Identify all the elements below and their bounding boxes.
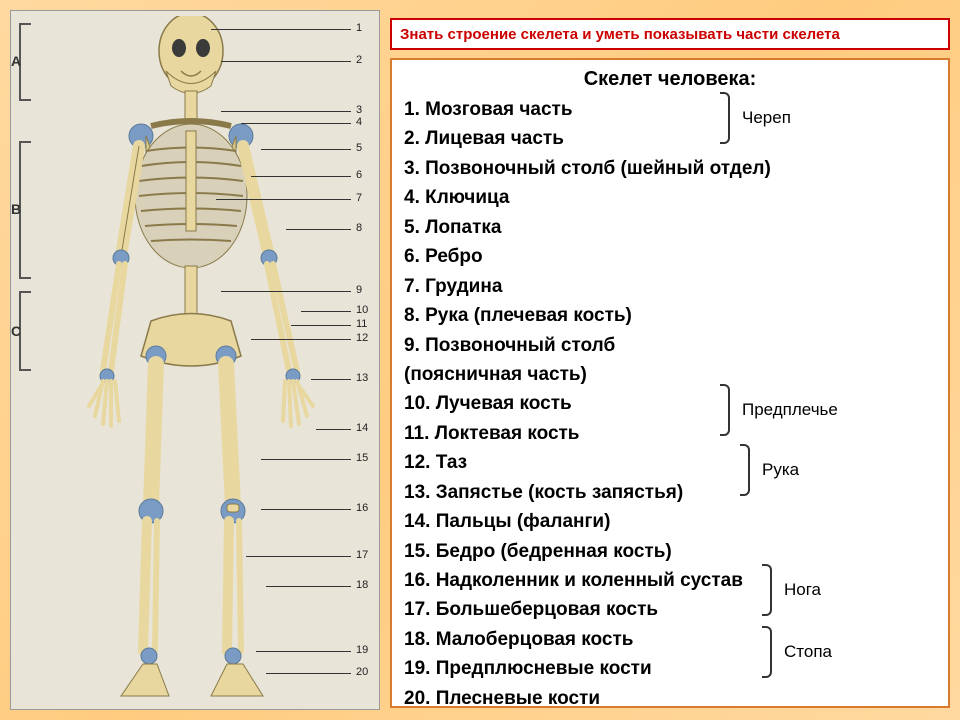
leader-line <box>261 509 351 510</box>
leader-number: 16 <box>356 502 368 514</box>
group-label: Предплечье <box>742 400 838 420</box>
list-item: 15. Бедро (бедренная кость) <box>404 537 936 566</box>
leader-line <box>251 339 351 340</box>
leader-number: 8 <box>356 222 362 234</box>
list-item: 9. Позвоночный столб <box>404 331 936 360</box>
list-item: 16. Надколенник и коленный сустав <box>404 566 936 595</box>
section-label-b: B <box>11 201 21 217</box>
leader-number: 17 <box>356 549 368 561</box>
header-bar: Знать строение скелета и уметь показыват… <box>390 18 950 50</box>
leader-line <box>261 149 351 150</box>
leader-line <box>221 61 351 62</box>
leader-line <box>256 651 351 652</box>
list-panel: Скелет человека: 1. Мозговая часть2. Лиц… <box>390 58 950 708</box>
group-bracket <box>762 564 772 616</box>
leader-line <box>266 586 351 587</box>
list-item: 17. Большеберцовая кость <box>404 595 936 624</box>
leader-number: 12 <box>356 332 368 344</box>
list-item: 12. Таз <box>404 448 936 477</box>
leader-number: 13 <box>356 372 368 384</box>
group-bracket <box>740 444 750 496</box>
list-item: 13. Запястье (кость запястья) <box>404 478 936 507</box>
list-item: 18. Малоберцовая кость <box>404 625 936 654</box>
leader-line <box>246 556 351 557</box>
list-item: 10. Лучевая кость <box>404 389 936 418</box>
group-label: Стопа <box>784 642 832 662</box>
leader-number: 6 <box>356 169 362 181</box>
group-bracket <box>720 92 730 144</box>
list-item: 14. Пальцы (фаланги) <box>404 507 936 536</box>
leader-number: 20 <box>356 666 368 678</box>
leader-number: 2 <box>356 54 362 66</box>
list-item: 2. Лицевая часть <box>404 124 936 153</box>
leader-line <box>291 325 351 326</box>
leader-line <box>251 176 351 177</box>
leader-number: 10 <box>356 304 368 316</box>
list-item: 11. Локтевая кость <box>404 419 936 448</box>
header-title: Знать строение скелета и уметь показыват… <box>400 26 840 43</box>
leader-line <box>221 291 351 292</box>
leader-number: 11 <box>356 318 367 330</box>
leader-number: 15 <box>356 452 368 464</box>
leader-line <box>221 111 351 112</box>
leader-number: 3 <box>356 104 362 116</box>
leader-line <box>286 229 351 230</box>
group-bracket <box>720 384 730 436</box>
leader-line <box>301 311 351 312</box>
leader-number: 7 <box>356 192 362 204</box>
list-title: Скелет человека: <box>404 68 936 91</box>
leader-number: 18 <box>356 579 368 591</box>
group-label: Рука <box>762 460 799 480</box>
group-label: Нога <box>784 580 821 600</box>
list-item: 7. Грудина <box>404 272 936 301</box>
leader-number: 4 <box>356 116 362 128</box>
skeleton-diagram-panel: A B C <box>10 10 380 710</box>
leader-number: 14 <box>356 422 368 434</box>
leader-number: 5 <box>356 142 362 154</box>
list-item: 8. Рука (плечевая кость) <box>404 301 936 330</box>
group-bracket <box>762 626 772 678</box>
leader-number: 9 <box>356 284 362 296</box>
list-body: 1. Мозговая часть2. Лицевая часть3. Позв… <box>404 95 936 713</box>
leader-line <box>261 459 351 460</box>
list-item: 4. Ключица <box>404 183 936 212</box>
group-label: Череп <box>742 108 791 128</box>
skeleton-figure <box>51 16 331 706</box>
leader-line <box>211 29 351 30</box>
leader-line <box>311 379 351 380</box>
section-label-a: A <box>11 53 21 69</box>
list-item: 19. Предплюсневые кости <box>404 654 936 683</box>
list-item: 6. Ребро <box>404 242 936 271</box>
leader-number: 19 <box>356 644 368 656</box>
list-item: 3. Позвоночный столб (шейный отдел) <box>404 154 936 183</box>
leader-line <box>241 123 351 124</box>
leader-line <box>266 673 351 674</box>
list-item: (поясничная часть) <box>404 360 936 389</box>
leader-line <box>316 429 351 430</box>
list-item: 5. Лопатка <box>404 213 936 242</box>
section-label-c: C <box>11 323 21 339</box>
list-item: 1. Мозговая часть <box>404 95 936 124</box>
leader-number: 1 <box>356 22 362 34</box>
list-item: 20. Плесневые кости <box>404 684 936 713</box>
leader-line <box>216 199 351 200</box>
